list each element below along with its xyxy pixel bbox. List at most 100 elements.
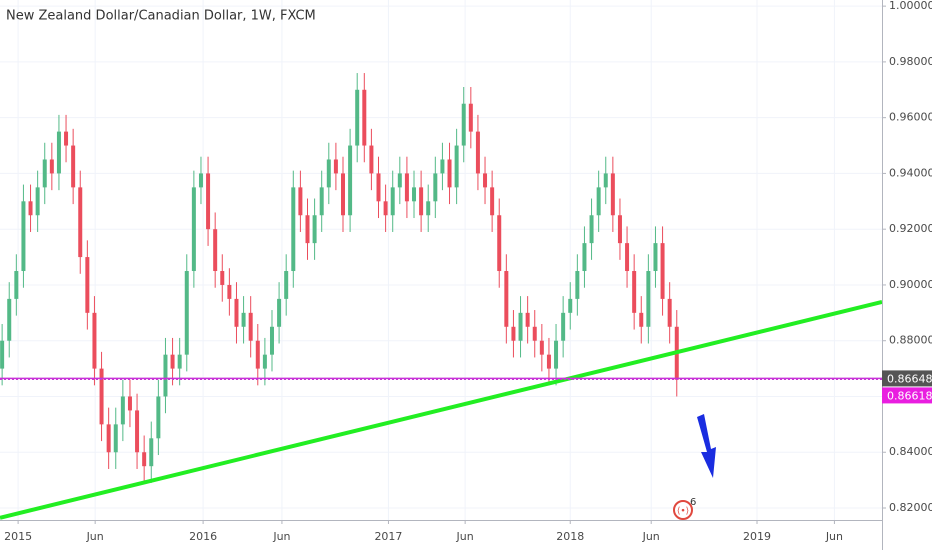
candle-body [0,340,5,369]
candle-body [142,452,147,467]
candle-body [646,271,651,327]
candle-body [184,271,189,355]
candle-body [64,131,69,146]
y-tick-label: 0.92000 [889,222,932,235]
candle-body [71,145,76,188]
candle-body [92,312,97,369]
candle-body [78,187,83,258]
x-tick-label: 2015 [4,530,32,543]
candle-body [639,312,644,327]
y-tick-label: 0.98000 [889,55,932,68]
candle-body [85,257,90,313]
candle-body [170,354,175,369]
candle-body [511,326,516,341]
candle-body [390,187,395,216]
candle-body [554,340,559,369]
price-label: 0.86648 [887,372,932,385]
candle-body [653,243,658,272]
candle-body [7,298,12,341]
candle-body [440,159,445,174]
candle-body [198,173,203,188]
candle-body [660,243,665,299]
candle-body [319,187,324,216]
x-tick-label: Jun [642,530,660,543]
candle-body [206,173,211,230]
x-tick-label: Jun [272,530,290,543]
candle-body [625,243,630,272]
candle-body [305,215,310,244]
candle-body [255,340,260,369]
candle-body [312,215,317,244]
candle-body [546,354,551,369]
y-tick-label: 1.00000 [889,0,932,12]
x-tick-label: Jun [456,530,474,543]
event-icon-glyph: ⟨•⟩ [677,507,689,517]
x-tick-label: 2017 [374,530,402,543]
candle-body [369,145,374,174]
price-label: 0.86618 [887,389,932,402]
candle-body [14,271,19,299]
candle-body [475,131,480,174]
candle-body [341,173,345,216]
y-tick-label: 0.88000 [889,334,932,347]
candle-body [433,173,438,202]
candle-body [589,215,594,244]
y-tick-label: 0.90000 [889,278,932,291]
candle-body [575,271,580,299]
candle-body [56,131,61,174]
y-tick-label: 0.94000 [889,166,932,179]
candle-body [426,201,431,216]
candle-body [149,438,154,467]
candle-body [461,103,466,146]
candle-body [248,312,253,341]
candle-body [483,173,488,188]
x-tick-label: Jun [86,530,104,543]
grid [0,0,882,520]
candle-body [156,396,161,439]
candle-body [490,187,495,216]
candle-body [49,159,54,174]
event-marker: ⟨•⟩ 6 [673,497,696,520]
candle-body [127,396,132,411]
candle-body [454,145,459,188]
price-label-box [882,370,932,387]
candle-body [326,159,331,188]
y-tick-label: 0.96000 [889,111,932,124]
candle-body [262,354,267,369]
candle-body [106,424,111,453]
plot-area [0,73,883,520]
down-arrow-drawing [697,414,716,478]
candle-body [376,173,381,202]
candle-body [447,159,452,188]
candle-body [113,424,118,453]
candle-body [163,354,168,397]
candle-body [35,187,40,216]
candle-body [241,312,246,327]
candle-body [120,396,125,425]
candle-body [277,298,282,327]
candle-body [525,312,530,327]
trend-line [0,300,883,520]
candle-body [269,326,274,355]
candle-body [497,215,502,272]
candle-body [21,201,26,272]
candle-body [419,187,424,216]
candle-body [234,298,239,327]
candle-body [177,354,182,369]
x-tick-label: Jun [825,530,843,543]
y-tick-label: 0.82000 [889,501,932,514]
candle-body [333,159,338,174]
candle-body [99,368,104,425]
chart-title: New Zealand Dollar/Canadian Dollar, 1W, … [6,9,316,24]
candle-body [227,284,232,299]
x-tick-label: 2019 [743,530,771,543]
candle-body [42,159,47,188]
candle-body [568,298,573,313]
y-tick-label: 0.84000 [889,445,932,458]
candle-body [504,271,509,327]
candle-body [220,271,225,285]
candle-body [355,89,360,146]
x-tick-label: 2016 [189,530,217,543]
